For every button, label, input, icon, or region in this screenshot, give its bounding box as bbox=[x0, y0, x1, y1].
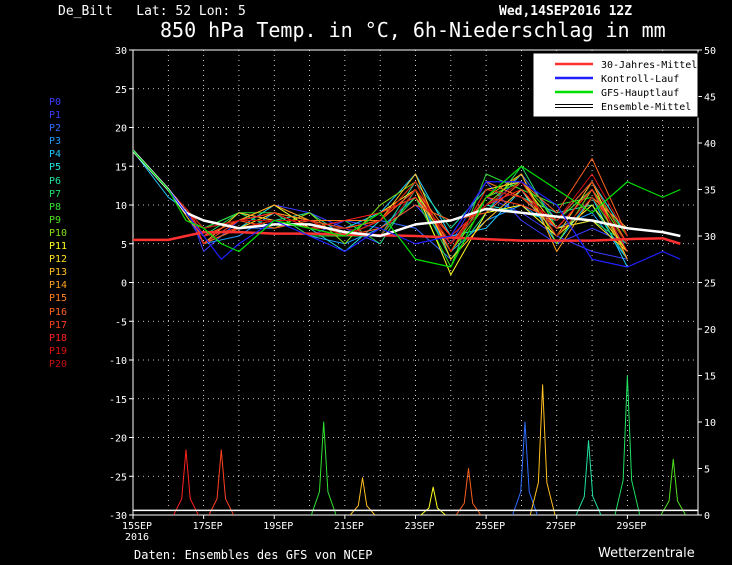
member-label-p7: P7 bbox=[49, 188, 62, 200]
member-label-p13: P13 bbox=[49, 267, 68, 279]
y-right-tick-label: 45 bbox=[704, 93, 716, 104]
y-right-tick-label: 30 bbox=[704, 232, 716, 243]
member-label-p1: P1 bbox=[49, 110, 62, 122]
y-right-tick-label: 15 bbox=[704, 372, 716, 383]
x-year-label: 2016 bbox=[125, 532, 149, 543]
y-left-tick-label: -30 bbox=[109, 511, 127, 522]
run-date-label: Wed,14SEP2016 12Z bbox=[499, 4, 633, 19]
y-left-tick-label: -15 bbox=[109, 395, 127, 406]
x-tick-label: 23SEP bbox=[404, 521, 434, 532]
y-right-tick-label: 35 bbox=[704, 186, 716, 197]
x-tick-label: 17SEP bbox=[193, 521, 223, 532]
precip-spike bbox=[349, 477, 376, 515]
y-right-tick-label: 0 bbox=[704, 511, 710, 522]
ensemble-member-list: P0 P1 P2 P3 P4 P5 P6 P7 P8 P9 P10 P11 P12 P13 P14 P15 P1… bbox=[49, 96, 67, 371]
member-label-p11: P11 bbox=[49, 241, 68, 253]
location-label: De_Bilt Lat: 52 Lon: 5 bbox=[58, 4, 246, 19]
y-right-tick-label: 40 bbox=[704, 139, 716, 150]
precip-spike bbox=[614, 375, 641, 515]
data-source-label: Daten: Ensembles des GFS von NCEP bbox=[134, 548, 373, 562]
member-label-p10: P10 bbox=[49, 227, 68, 239]
y-left-tick-label: -10 bbox=[109, 356, 127, 367]
member-label-p15: P15 bbox=[49, 293, 68, 305]
precip-spike bbox=[512, 421, 538, 515]
x-tick-label: 15SEP bbox=[122, 521, 152, 532]
y-left-tick-label: 0 bbox=[121, 279, 127, 290]
x-tick-label: 25SEP bbox=[475, 521, 505, 532]
precip-spike bbox=[575, 440, 602, 515]
y-left-tick-label: 5 bbox=[121, 240, 127, 251]
precip-spike bbox=[529, 384, 556, 515]
x-tick-label: 19SEP bbox=[263, 521, 293, 532]
y-left-tick-label: 30 bbox=[115, 46, 127, 57]
precip-spike bbox=[173, 449, 199, 515]
series-30-jahres-mittel bbox=[133, 230, 681, 245]
member-label-p8: P8 bbox=[49, 201, 62, 213]
precip-spike bbox=[455, 468, 482, 515]
x-tick-label: 27SEP bbox=[546, 521, 576, 532]
chart-title: 850 hPa Temp. in °C, 6h-Niederschlag in … bbox=[160, 18, 666, 42]
member-label-p4: P4 bbox=[49, 149, 62, 161]
member-label-p14: P14 bbox=[49, 280, 68, 292]
member-label-p9: P9 bbox=[49, 214, 62, 226]
y-left-tick-label: 25 bbox=[115, 85, 127, 96]
ensemble-member-line bbox=[133, 150, 628, 268]
member-label-p18: P18 bbox=[49, 332, 68, 344]
member-label-p2: P2 bbox=[49, 123, 62, 135]
brand-label: Wetterzentrale bbox=[598, 546, 695, 561]
ensemble-member-line bbox=[133, 150, 628, 268]
member-label-p0: P0 bbox=[49, 97, 62, 108]
member-label-p20: P20 bbox=[49, 358, 68, 370]
member-label-p3: P3 bbox=[49, 136, 62, 148]
member-label-p6: P6 bbox=[49, 175, 62, 187]
y-left-tick-label: -20 bbox=[109, 434, 127, 445]
legend-label: GFS-Hauptlauf bbox=[601, 88, 679, 99]
legend-label: Kontroll-Lauf bbox=[601, 74, 679, 85]
series-ensemble-mittel bbox=[133, 149, 681, 238]
x-tick-label: 29SEP bbox=[616, 521, 646, 532]
y-left-tick-label: 20 bbox=[115, 124, 127, 135]
y-right-tick-label: 25 bbox=[704, 279, 716, 290]
y-right-tick-label: 50 bbox=[704, 46, 716, 57]
y-right-tick-label: 20 bbox=[704, 325, 716, 336]
y-left-tick-label: -5 bbox=[115, 317, 127, 328]
y-left-tick-label: 10 bbox=[115, 201, 127, 212]
member-label-p19: P19 bbox=[49, 345, 68, 357]
legend-label: Ensemble-Mittel bbox=[601, 102, 691, 113]
legend-label: 30-Jahres-Mittel bbox=[601, 60, 697, 71]
precip-spike bbox=[208, 449, 235, 515]
series-kontroll-lauf bbox=[133, 150, 681, 268]
member-label-p16: P16 bbox=[49, 306, 68, 318]
member-label-p17: P17 bbox=[49, 319, 68, 331]
y-right-tick-label: 10 bbox=[704, 418, 716, 429]
plot-area bbox=[133, 149, 698, 515]
ensemble-member-line bbox=[133, 150, 628, 245]
x-tick-label: 21SEP bbox=[334, 521, 364, 532]
precip-spike bbox=[310, 421, 337, 515]
member-label-p12: P12 bbox=[49, 254, 68, 266]
y-right-tick-label: 5 bbox=[704, 465, 710, 476]
series-gfs-hauptlauf bbox=[133, 150, 681, 268]
y-left-tick-label: 15 bbox=[115, 162, 127, 173]
y-left-tick-label: -25 bbox=[109, 472, 127, 483]
precip-spike bbox=[660, 458, 687, 515]
member-label-p5: P5 bbox=[49, 162, 62, 174]
